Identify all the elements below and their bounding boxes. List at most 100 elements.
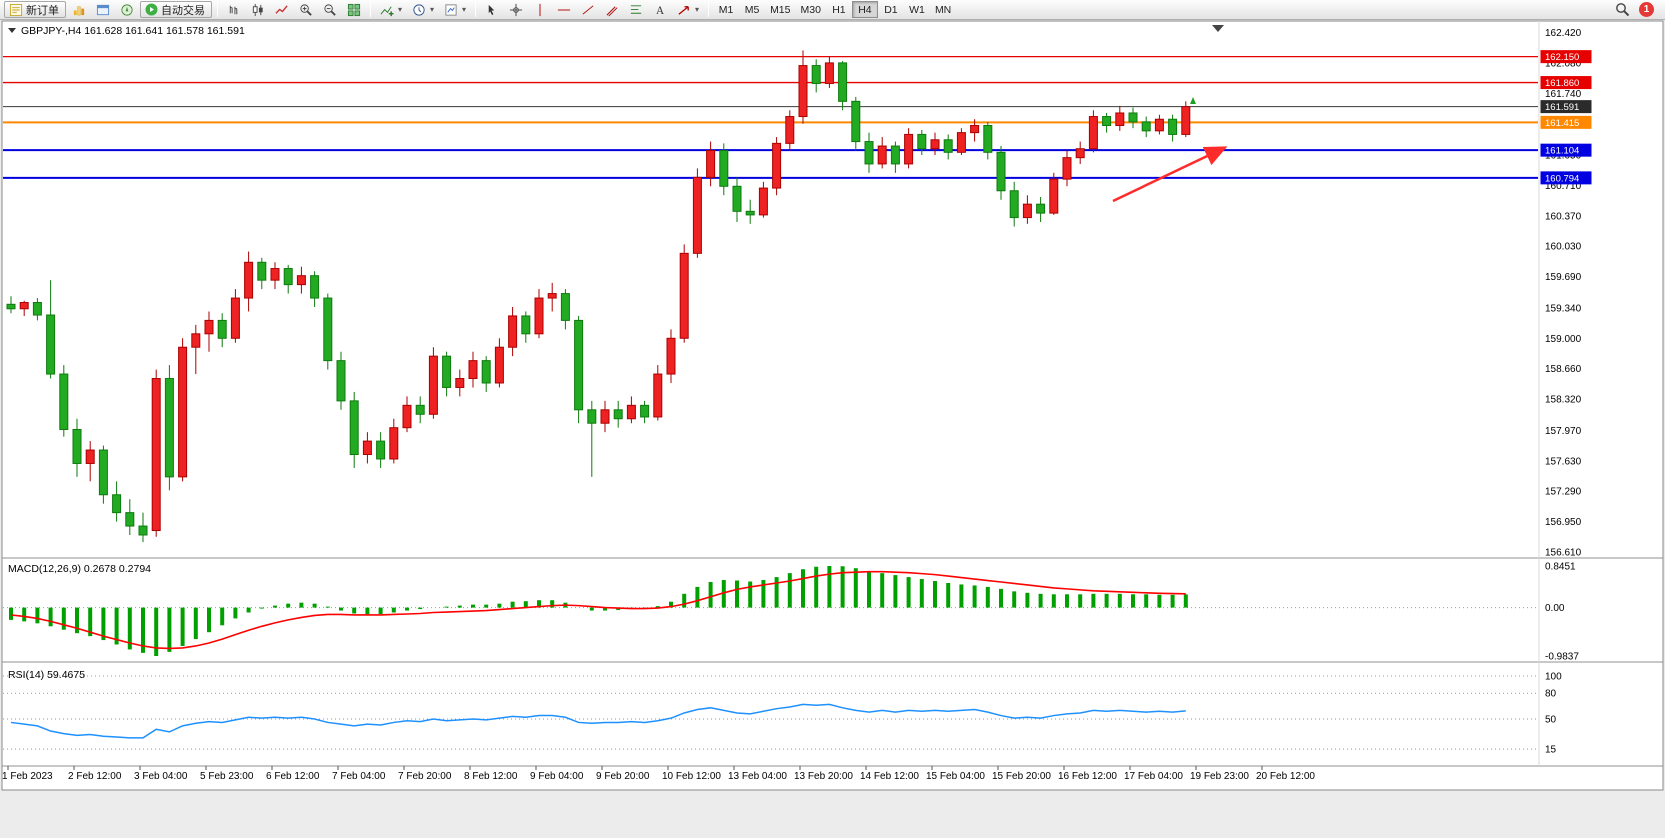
svg-text:-0.9837: -0.9837 <box>1545 652 1579 663</box>
svg-text:157.630: 157.630 <box>1545 456 1582 467</box>
crosshair-icon[interactable] <box>505 1 527 18</box>
svg-text:10 Feb 12:00: 10 Feb 12:00 <box>662 771 721 782</box>
horizontal-line-icon[interactable] <box>553 1 575 18</box>
toolbar-separator <box>217 2 218 17</box>
svg-text:20 Feb 12:00: 20 Feb 12:00 <box>1256 771 1315 782</box>
toolbar-separator <box>708 2 710 17</box>
svg-text:162.080: 162.080 <box>1545 58 1582 69</box>
zoom-in-icon[interactable] <box>295 1 317 18</box>
candlestick-chart-icon[interactable] <box>247 1 269 18</box>
svg-text:8 Feb 12:00: 8 Feb 12:00 <box>464 771 518 782</box>
fibonacci-icon[interactable] <box>625 1 647 18</box>
svg-text:158.660: 158.660 <box>1545 364 1582 375</box>
svg-text:160.370: 160.370 <box>1545 211 1582 222</box>
svg-text:161.860: 161.860 <box>1545 78 1579 89</box>
timeframe-m5[interactable]: M5 <box>739 1 765 18</box>
svg-text:0.00: 0.00 <box>1545 603 1565 614</box>
svg-text:5 Feb 23:00: 5 Feb 23:00 <box>200 771 254 782</box>
svg-text:100: 100 <box>1545 672 1562 683</box>
chart-shift-marker <box>1212 25 1224 32</box>
svg-text:RSI(14) 59.4675: RSI(14) 59.4675 <box>8 669 85 681</box>
svg-text:159.000: 159.000 <box>1545 334 1582 345</box>
svg-text:17 Feb 04:00: 17 Feb 04:00 <box>1124 771 1183 782</box>
svg-text:1 Feb 2023: 1 Feb 2023 <box>2 771 53 782</box>
indicators-icon[interactable]: ▾ <box>376 1 406 18</box>
horizontal-lines <box>3 55 1538 179</box>
svg-text:158.320: 158.320 <box>1545 395 1582 406</box>
svg-text:156.950: 156.950 <box>1545 517 1582 528</box>
data-window-icon[interactable] <box>92 1 114 18</box>
market-watch-icon[interactable] <box>68 1 90 18</box>
templates-icon[interactable]: ▾ <box>440 1 470 18</box>
equidistant-channel-icon[interactable] <box>601 1 623 18</box>
toolbar-separator <box>370 2 371 17</box>
svg-text:19 Feb 23:00: 19 Feb 23:00 <box>1190 771 1249 782</box>
svg-text:162.150: 162.150 <box>1545 52 1579 63</box>
line-chart-icon[interactable] <box>271 1 293 18</box>
svg-text:7 Feb 20:00: 7 Feb 20:00 <box>398 771 452 782</box>
svg-text:9 Feb 20:00: 9 Feb 20:00 <box>596 771 650 782</box>
svg-text:GBPJPY-,H4 161.628 161.641 16: GBPJPY-,H4 161.628 161.641 161.578 161.5… <box>21 25 245 37</box>
svg-text:13 Feb 20:00: 13 Feb 20:00 <box>794 771 853 782</box>
new-order-button[interactable]: 新订单 <box>4 1 66 18</box>
svg-text:160.794: 160.794 <box>1545 173 1579 184</box>
chart-title: GBPJPY-,H4 161.628 161.641 161.578 161.5… <box>8 25 245 37</box>
text-icon[interactable]: A <box>649 1 671 18</box>
svg-text:50: 50 <box>1545 715 1557 726</box>
svg-text:156.610: 156.610 <box>1545 547 1582 558</box>
svg-text:9 Feb 04:00: 9 Feb 04:00 <box>530 771 584 782</box>
toolbar-separator <box>475 2 477 17</box>
svg-text:161.591: 161.591 <box>1545 102 1579 113</box>
price-badges: 162.150 161.860 161.415 161.104 160.794 161.5… <box>1540 50 1592 185</box>
svg-text:MACD(12,26,9) 0.2678 0.2794: MACD(12,26,9) 0.2678 0.2794 <box>8 563 151 575</box>
svg-text:15 Feb 20:00: 15 Feb 20:00 <box>992 771 1051 782</box>
svg-text:160.030: 160.030 <box>1545 242 1582 253</box>
annotations <box>1112 25 1228 203</box>
svg-text:159.690: 159.690 <box>1545 272 1582 283</box>
trendline-icon[interactable] <box>577 1 599 18</box>
tile-windows-icon[interactable] <box>343 1 365 18</box>
time-axis: 1 Feb 2023 2 Feb 12:00 3 Feb 04:00 5 Feb 23… <box>2 766 1315 782</box>
candles-layer <box>6 50 1191 543</box>
timeframe-m30[interactable]: M30 <box>796 1 826 18</box>
svg-text:A: A <box>656 5 664 17</box>
chart-background <box>1 20 1664 791</box>
navigator-icon[interactable] <box>116 1 138 18</box>
svg-text:7 Feb 04:00: 7 Feb 04:00 <box>332 771 386 782</box>
toolbar-buttons: 新订单 自动交易 ▾ ▾ ▾ A ▾ <box>3 0 713 20</box>
search-icon[interactable] <box>1611 1 1634 18</box>
svg-text:161.104: 161.104 <box>1545 146 1579 157</box>
timeframe-m15[interactable]: M15 <box>765 1 795 18</box>
trend-arrow <box>1112 146 1228 203</box>
cursor-icon[interactable] <box>481 1 503 18</box>
timeframe-h4[interactable]: H4 <box>851 1 878 18</box>
svg-text:0.8451: 0.8451 <box>1545 562 1576 573</box>
end-arrow-marker <box>1190 97 1196 104</box>
svg-text:160.710: 160.710 <box>1545 181 1582 192</box>
svg-text:159.340: 159.340 <box>1545 303 1582 314</box>
timeframe-m1[interactable]: M1 <box>713 1 739 18</box>
autotrading-button[interactable]: 自动交易 <box>140 1 212 18</box>
macd-panel: MACD(12,26,9) 0.2678 0.2794 0.8451 0.00 -0.… <box>3 562 1579 663</box>
notification-badge[interactable]: 1 <box>1639 2 1654 17</box>
svg-text:161.740: 161.740 <box>1545 89 1582 100</box>
timeframe-toolbar: M1 M5 M15 M30 H1 H4 D1 W1 MN <box>713 0 956 20</box>
svg-text:162.420: 162.420 <box>1545 28 1582 39</box>
arrows-icon[interactable]: ▾ <box>673 1 703 18</box>
svg-text:157.290: 157.290 <box>1545 487 1582 498</box>
timeframe-w1[interactable]: W1 <box>904 1 930 18</box>
timeframe-d1[interactable]: D1 <box>878 1 904 18</box>
main-toolbar: 新订单 自动交易 ▾ ▾ ▾ A ▾ M1 M5 M15 M30 H1 H4 D1 W1 MN 1 <box>0 0 1665 20</box>
chart-window: 162.420162.080161.740161.400161.050160.7… <box>0 20 1665 838</box>
price-chart-canvas[interactable]: 162.420162.080161.740161.400161.050160.7… <box>0 20 1665 838</box>
svg-text:6 Feb 12:00: 6 Feb 12:00 <box>266 771 320 782</box>
timeframe-h1[interactable]: H1 <box>826 1 852 18</box>
periods-icon[interactable]: ▾ <box>408 1 438 18</box>
timeframe-mn[interactable]: MN <box>930 1 956 18</box>
vertical-line-icon[interactable] <box>529 1 551 18</box>
svg-text:3 Feb 04:00: 3 Feb 04:00 <box>134 771 188 782</box>
svg-text:157.970: 157.970 <box>1545 426 1582 437</box>
bar-chart-icon[interactable] <box>223 1 245 18</box>
zoom-out-icon[interactable] <box>319 1 341 18</box>
